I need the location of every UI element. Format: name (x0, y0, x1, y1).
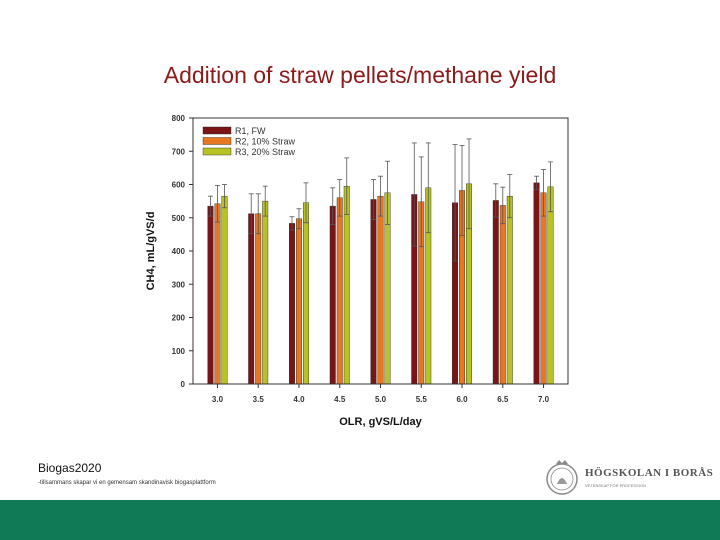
bar (492, 200, 499, 385)
x-tick-label: 7.0 (538, 395, 550, 404)
bar (303, 202, 309, 385)
bar (499, 205, 506, 385)
y-tick-label: 800 (172, 114, 186, 123)
bar (370, 199, 377, 385)
logo-name: HÖGSKOLAN I BORÅS (585, 467, 714, 479)
legend-swatch (202, 147, 232, 156)
bar (540, 192, 547, 385)
y-tick-label: 200 (172, 314, 186, 323)
x-tick-label: 4.0 (293, 395, 305, 404)
y-tick-label: 500 (172, 214, 186, 223)
y-tick-label: 300 (172, 280, 186, 289)
bar (262, 200, 269, 385)
legend-label: R3, 20% Straw (235, 147, 296, 157)
x-tick-label: 5.5 (416, 395, 428, 404)
bars (207, 138, 554, 385)
legend-swatch (202, 126, 232, 135)
legend-label: R1, FW (235, 126, 266, 136)
bar (533, 182, 540, 385)
y-tick-label: 100 (172, 347, 186, 356)
y-tick-label: 600 (172, 181, 186, 190)
x-tick-label: 6.5 (497, 395, 509, 404)
bar (248, 213, 255, 385)
x-axis: 3.0 3.5 4.0 4.5 5.0 5.5 6.0 6.5 7.0 (212, 384, 550, 404)
x-tick-label: 3.5 (253, 395, 265, 404)
slide-title: Addition of straw pellets/methane yield (163, 62, 557, 88)
bar (207, 205, 214, 385)
bar (377, 195, 384, 385)
y-axis: 0 100 200 300 400 500 600 700 800 (172, 114, 193, 389)
footer-tagline: -tillsammans skapar vi en gemensam skand… (38, 480, 216, 486)
bar (329, 205, 336, 385)
legend-swatch (202, 137, 232, 145)
logo-subtitle: VETENSKAP FÖR PROFESSION (585, 483, 646, 488)
bar (221, 195, 228, 385)
seal-icon (546, 460, 578, 495)
footer-brand: Biogas2020 (38, 461, 102, 475)
bar (214, 203, 221, 385)
x-tick-label: 3.0 (212, 395, 224, 404)
bar (255, 213, 262, 385)
bottom-bar (0, 500, 720, 540)
y-axis-label: CH4, mL/gVS/d (145, 212, 157, 291)
bar (506, 195, 513, 385)
bar (547, 186, 554, 385)
y-tick-label: 0 (181, 380, 186, 389)
bar (289, 223, 295, 385)
legend-label: R2, 10% Straw (235, 137, 296, 147)
university-logo: HÖGSKOLAN I BORÅS VETENSKAP FÖR PROFESSI… (543, 458, 713, 502)
bar (336, 197, 343, 385)
x-tick-label: 4.5 (334, 395, 346, 404)
x-tick-label: 5.0 (375, 395, 387, 404)
bar (296, 218, 302, 385)
plot-frame (192, 117, 569, 385)
x-axis-label: OLR, gVS/L/day (339, 416, 422, 428)
bar-chart: 0 100 200 300 400 500 600 700 800 3.0 3.5 4.0 4.5 5.… (145, 114, 569, 428)
x-tick-label: 6.0 (456, 395, 468, 404)
bar (343, 185, 350, 385)
y-tick-label: 700 (172, 147, 186, 156)
y-tick-label: 400 (172, 247, 186, 256)
